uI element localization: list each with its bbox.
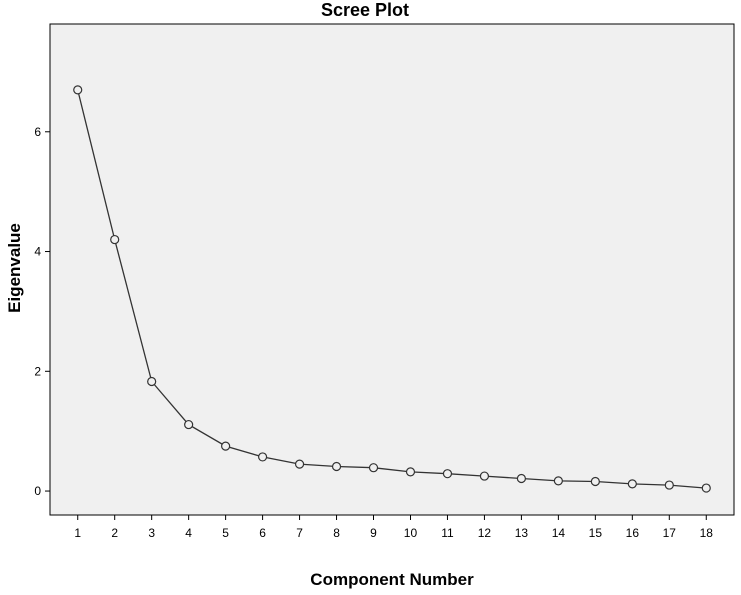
x-axis: 1 2 3 4 5 6 7 8 9 10 11 12 13 14 15 16 17 18 (74, 515, 713, 540)
x-tick-label: 9 (370, 526, 377, 540)
data-point-marker (590, 476, 600, 487)
x-tick-label: 13 (515, 526, 529, 540)
chart-title: Scree Plot (321, 0, 409, 20)
data-point-marker (516, 473, 527, 484)
x-tick-label: 14 (552, 526, 566, 540)
x-tick-label: 6 (259, 526, 266, 540)
data-point-marker (368, 463, 379, 473)
data-point-marker (701, 483, 711, 493)
x-tick-label: 12 (478, 526, 492, 540)
data-point-marker (553, 476, 563, 486)
data-point-marker (442, 469, 453, 479)
series-group (73, 85, 711, 493)
y-tick-label: 2 (34, 364, 41, 378)
data-point-marker (110, 234, 120, 245)
x-tick-label: 3 (148, 526, 155, 540)
data-point-marker (257, 452, 268, 462)
y-tick-label: 0 (34, 484, 41, 498)
x-tick-label: 17 (663, 526, 677, 540)
data-point-marker (147, 376, 157, 387)
x-tick-label: 7 (296, 526, 303, 540)
x-tick-label: 2 (111, 526, 118, 540)
data-point-marker (73, 85, 83, 95)
y-axis: 0 2 4 6 (34, 125, 50, 498)
data-point-marker (221, 441, 231, 451)
x-tick-label: 16 (626, 526, 640, 540)
series-line (77, 89, 707, 489)
data-point-marker (331, 461, 342, 472)
y-tick-label: 4 (34, 245, 41, 259)
data-point-marker (294, 459, 305, 469)
x-axis-label: Component Number (310, 570, 474, 589)
x-tick-label: 8 (333, 526, 340, 540)
x-tick-label: 10 (404, 526, 418, 540)
data-point-marker (664, 480, 674, 490)
x-tick-label: 1 (74, 526, 81, 540)
x-tick-label: 5 (222, 526, 229, 540)
data-point-marker (184, 419, 194, 430)
y-axis-label: Eigenvalue (5, 223, 24, 313)
x-tick-label: 18 (700, 526, 714, 540)
x-tick-label: 11 (441, 526, 454, 540)
y-tick-label: 6 (34, 125, 41, 139)
x-tick-label: 15 (589, 526, 603, 540)
data-point-marker (627, 479, 637, 489)
plot-area (49, 23, 735, 516)
data-point-marker (405, 467, 416, 477)
data-point-marker (479, 471, 490, 481)
x-tick-label: 4 (185, 526, 192, 540)
